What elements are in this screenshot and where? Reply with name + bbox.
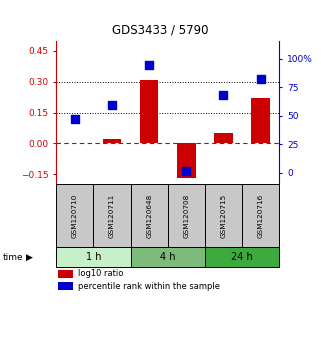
Point	[184, 168, 189, 173]
Point	[72, 116, 77, 122]
Bar	[131, 247, 205, 267]
Text: GSM120648: GSM120648	[146, 194, 152, 238]
Bar	[214, 133, 233, 143]
Bar	[131, 184, 168, 247]
Text: 24 h: 24 h	[231, 252, 253, 262]
Bar	[177, 143, 195, 178]
Point	[147, 62, 152, 68]
Text: GDS3433 / 5790: GDS3433 / 5790	[112, 23, 209, 36]
Bar	[56, 184, 93, 247]
Text: percentile rank within the sample: percentile rank within the sample	[78, 282, 221, 291]
Bar	[140, 80, 159, 143]
Bar	[56, 247, 131, 267]
Point	[221, 93, 226, 98]
Text: GSM120715: GSM120715	[221, 194, 227, 238]
Bar	[168, 184, 205, 247]
Point	[258, 76, 263, 82]
Point	[109, 102, 115, 107]
Bar	[103, 139, 121, 143]
Text: GSM120716: GSM120716	[258, 194, 264, 238]
Text: 4 h: 4 h	[160, 252, 176, 262]
Text: time: time	[3, 253, 24, 262]
Bar	[251, 98, 270, 143]
Text: 1 h: 1 h	[86, 252, 101, 262]
Text: GSM120710: GSM120710	[72, 194, 78, 238]
Bar	[242, 184, 279, 247]
Bar	[205, 184, 242, 247]
Text: GSM120711: GSM120711	[109, 194, 115, 238]
Text: ▶: ▶	[26, 253, 33, 262]
Bar	[205, 247, 279, 267]
Bar	[93, 184, 131, 247]
Text: log10 ratio: log10 ratio	[78, 269, 124, 278]
Text: GSM120708: GSM120708	[183, 194, 189, 238]
Bar	[58, 270, 73, 278]
Bar	[58, 282, 73, 290]
